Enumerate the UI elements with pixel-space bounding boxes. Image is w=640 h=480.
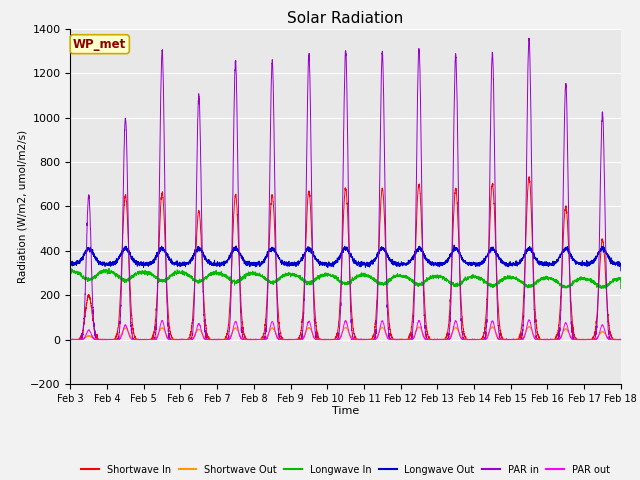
Shortwave In bbox=[438, 336, 446, 342]
PAR out bbox=[166, 336, 173, 342]
PAR in bbox=[525, 36, 532, 41]
Title: Solar Radiation: Solar Radiation bbox=[287, 11, 404, 26]
PAR out bbox=[438, 337, 446, 343]
Shortwave Out bbox=[616, 336, 624, 342]
PAR in bbox=[500, 336, 508, 342]
PAR out bbox=[500, 336, 508, 342]
PAR out bbox=[469, 336, 477, 342]
Shortwave In bbox=[525, 174, 533, 180]
Longwave Out bbox=[500, 260, 508, 265]
Line: Shortwave Out: Shortwave Out bbox=[70, 326, 621, 340]
Line: PAR out: PAR out bbox=[70, 320, 621, 340]
Shortwave Out bbox=[325, 337, 333, 343]
Longwave Out bbox=[451, 242, 458, 248]
PAR out bbox=[525, 317, 532, 323]
Shortwave Out bbox=[500, 336, 508, 342]
Longwave In bbox=[469, 273, 477, 279]
Longwave In bbox=[500, 274, 508, 279]
Longwave Out bbox=[67, 261, 74, 266]
Shortwave In bbox=[325, 336, 333, 342]
PAR in bbox=[67, 336, 74, 342]
Longwave In bbox=[616, 276, 624, 281]
Longwave In bbox=[105, 265, 113, 271]
Longwave In bbox=[325, 273, 333, 278]
Shortwave Out bbox=[438, 337, 446, 343]
PAR in bbox=[616, 336, 624, 342]
Text: WP_met: WP_met bbox=[73, 37, 127, 51]
PAR in bbox=[325, 336, 333, 342]
Legend: Shortwave In, Shortwave Out, Longwave In, Longwave Out, PAR in, PAR out: Shortwave In, Shortwave Out, Longwave In… bbox=[77, 461, 614, 479]
Longwave Out bbox=[617, 268, 625, 274]
Longwave Out bbox=[438, 260, 446, 265]
Line: Longwave Out: Longwave Out bbox=[70, 245, 621, 271]
Shortwave In bbox=[616, 336, 624, 342]
Longwave Out bbox=[166, 255, 173, 261]
PAR out bbox=[67, 337, 74, 343]
Line: PAR in: PAR in bbox=[70, 38, 621, 340]
Shortwave Out bbox=[166, 336, 173, 341]
Longwave Out bbox=[616, 263, 624, 268]
Longwave In bbox=[166, 274, 173, 280]
Shortwave In bbox=[76, 337, 84, 343]
Y-axis label: Radiation (W/m2, umol/m2/s): Radiation (W/m2, umol/m2/s) bbox=[17, 130, 28, 283]
PAR in bbox=[438, 336, 446, 342]
Shortwave In bbox=[617, 337, 625, 343]
Longwave Out bbox=[325, 260, 333, 266]
PAR in bbox=[617, 337, 625, 343]
Shortwave In bbox=[67, 336, 74, 342]
Shortwave Out bbox=[617, 337, 625, 343]
Shortwave Out bbox=[525, 324, 533, 329]
PAR out bbox=[616, 336, 624, 342]
Shortwave Out bbox=[67, 336, 74, 342]
PAR out bbox=[325, 336, 333, 342]
Shortwave Out bbox=[469, 337, 477, 343]
PAR in bbox=[78, 337, 86, 343]
Shortwave In bbox=[469, 336, 477, 342]
PAR out bbox=[617, 337, 625, 343]
Shortwave Out bbox=[67, 337, 74, 343]
Line: Longwave In: Longwave In bbox=[70, 268, 621, 288]
PAR in bbox=[469, 336, 477, 342]
Longwave Out bbox=[469, 261, 477, 267]
X-axis label: Time: Time bbox=[332, 407, 359, 417]
Longwave In bbox=[67, 269, 74, 275]
Shortwave In bbox=[166, 326, 173, 332]
Line: Shortwave In: Shortwave In bbox=[70, 177, 621, 340]
Longwave In bbox=[617, 286, 625, 291]
Longwave In bbox=[438, 276, 446, 282]
PAR in bbox=[166, 333, 173, 339]
Longwave In bbox=[598, 286, 605, 291]
Shortwave In bbox=[500, 336, 508, 342]
